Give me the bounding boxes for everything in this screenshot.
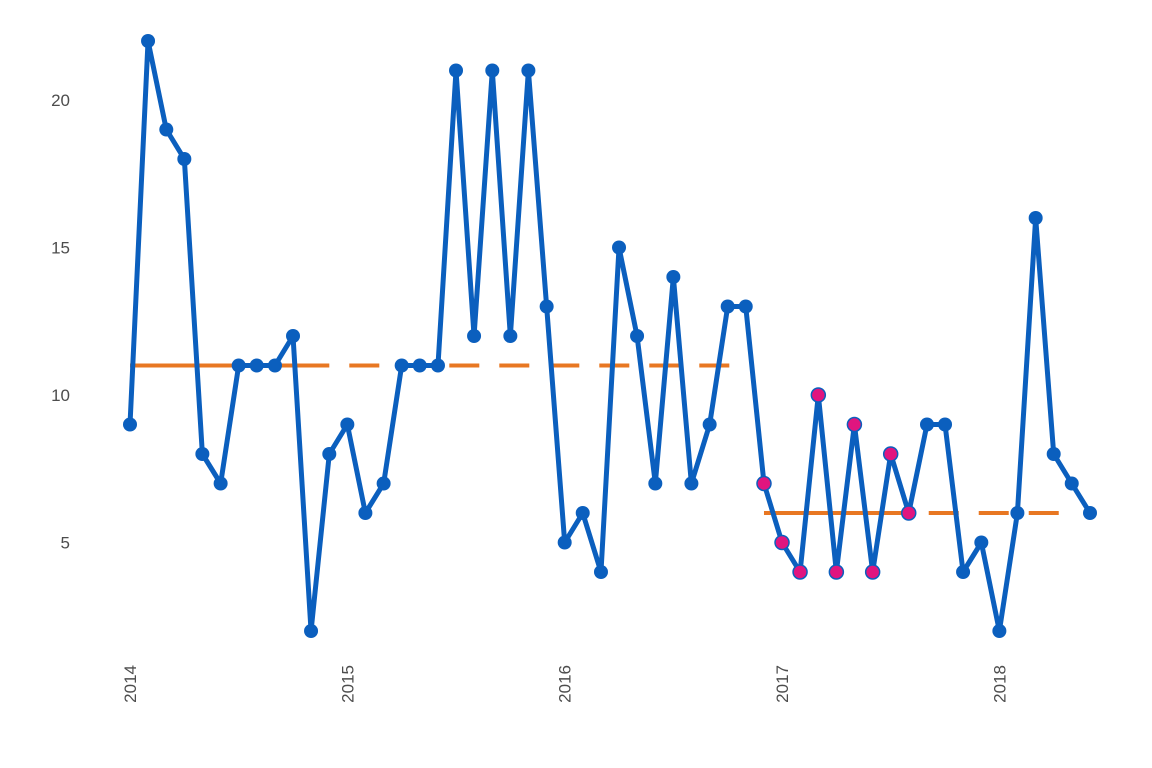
data-point — [304, 624, 319, 638]
x-tick-label-2016: 2016 — [556, 665, 575, 703]
data-point — [1046, 447, 1061, 461]
highlight-data-point — [756, 475, 772, 492]
data-point — [1083, 506, 1097, 520]
data-point — [974, 535, 989, 550]
y-tick-label-10: 10 — [51, 386, 70, 405]
data-point — [340, 417, 355, 432]
x-tick-label-2015: 2015 — [338, 665, 357, 703]
highlight-data-point — [864, 564, 881, 580]
data-point — [267, 358, 282, 373]
data-point — [1064, 476, 1079, 491]
y-axis: 5 10 15 20 — [51, 91, 70, 553]
data-point — [521, 63, 536, 78]
median-lines — [130, 363, 1072, 515]
x-tick-label-2014: 2014 — [121, 665, 140, 703]
data-point — [322, 447, 337, 461]
x-axis: 2014 2015 2016 2017 2018 — [121, 665, 1009, 703]
data-point — [684, 476, 699, 491]
data-point — [376, 476, 391, 491]
data-point — [141, 34, 156, 48]
data-point — [720, 299, 735, 314]
data-point — [956, 565, 971, 579]
data-point — [286, 329, 301, 343]
data-point — [213, 476, 228, 491]
data-point — [394, 358, 409, 373]
data-point — [123, 417, 137, 432]
data-point — [539, 299, 554, 314]
data-point — [612, 240, 627, 255]
data-point — [666, 270, 681, 284]
series-line — [127, 38, 1093, 634]
data-point — [648, 476, 663, 491]
data-point — [449, 63, 464, 78]
highlight-data-point — [846, 416, 863, 433]
data-point — [485, 63, 500, 78]
data-point — [702, 417, 717, 432]
highlight-data-point — [810, 387, 827, 403]
data-point — [593, 565, 608, 579]
highlight-data-point — [882, 446, 899, 462]
data-point — [557, 535, 572, 550]
data-point — [738, 299, 753, 314]
y-tick-label-5: 5 — [61, 534, 70, 553]
data-point — [992, 624, 1007, 638]
y-tick-label-20: 20 — [51, 91, 70, 110]
data-point — [938, 417, 953, 432]
data-point — [249, 358, 264, 373]
data-point — [503, 329, 518, 343]
x-tick-label-2018: 2018 — [990, 665, 1009, 703]
data-point — [231, 358, 246, 373]
data-point — [630, 329, 645, 343]
data-point — [1028, 211, 1043, 225]
highlight-data-point — [900, 505, 917, 521]
highlight-data-point — [774, 534, 790, 551]
data-point — [919, 417, 934, 432]
data-point — [159, 122, 174, 137]
data-point — [358, 506, 373, 520]
x-tick-label-2017: 2017 — [773, 665, 792, 703]
data-point — [177, 152, 192, 166]
data-point — [575, 506, 590, 520]
data-point — [1010, 506, 1025, 520]
highlight-data-point — [792, 564, 808, 580]
data-point — [430, 358, 445, 373]
data-point — [412, 358, 427, 373]
y-tick-label-15: 15 — [51, 239, 70, 258]
data-point — [195, 447, 210, 461]
data-point — [467, 329, 482, 343]
highlight-data-point — [828, 564, 845, 580]
data-series — [123, 34, 1097, 638]
